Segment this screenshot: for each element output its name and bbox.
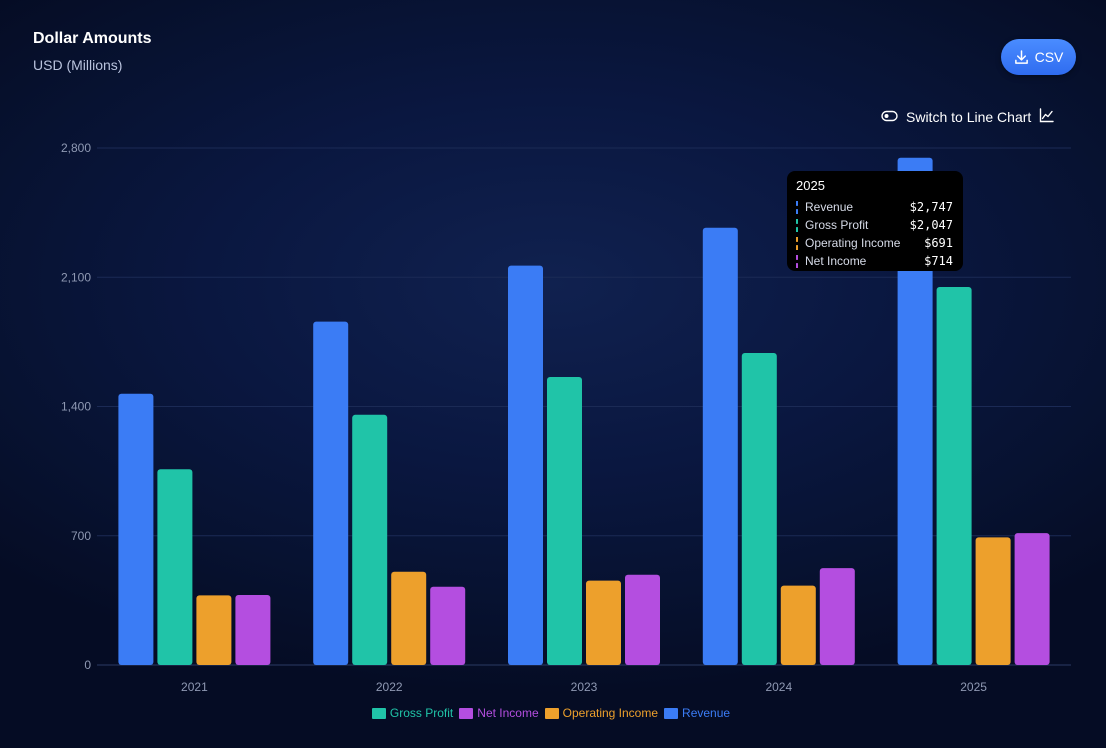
switch-label: Switch to Line Chart bbox=[906, 109, 1032, 125]
tooltip-series-value: $2,747 bbox=[909, 200, 953, 214]
tooltip-series-name: Net Income bbox=[805, 254, 867, 268]
bar-operating-income-2025[interactable] bbox=[975, 537, 1011, 665]
bar-gross-profit-2021[interactable] bbox=[157, 469, 193, 665]
bar-net-income-2023[interactable] bbox=[625, 574, 660, 665]
bar-revenue-2022[interactable] bbox=[313, 321, 349, 665]
legend-swatch bbox=[371, 707, 386, 719]
x-tick-label: 2023 bbox=[571, 680, 598, 694]
tooltip-row: Revenue $2,747 bbox=[796, 198, 953, 216]
bar-revenue-2023[interactable] bbox=[508, 265, 543, 665]
bar-gross-profit-2022[interactable] bbox=[352, 414, 388, 665]
legend-item-net-income[interactable]: Net Income bbox=[459, 704, 539, 722]
legend-label: Gross Profit bbox=[389, 706, 454, 720]
bar-revenue-2024[interactable] bbox=[702, 227, 738, 665]
y-tick-label: 1,400 bbox=[61, 400, 91, 414]
line-chart-icon bbox=[1039, 108, 1054, 126]
tooltip-series-name: Revenue bbox=[805, 200, 854, 214]
bar-net-income-2025[interactable] bbox=[1014, 533, 1050, 665]
legend-label: Net Income bbox=[477, 706, 539, 720]
y-tick-label: 700 bbox=[71, 529, 91, 543]
csv-label: CSV bbox=[1034, 49, 1064, 65]
tooltip-series-value: $714 bbox=[924, 254, 953, 268]
bar-operating-income-2024[interactable] bbox=[780, 585, 816, 665]
legend-swatch bbox=[664, 707, 679, 719]
tooltip-series-marker bbox=[796, 218, 798, 232]
tooltip-series-marker bbox=[796, 200, 798, 214]
chart-title: Dollar Amounts bbox=[33, 30, 152, 47]
bar-operating-income-2021[interactable] bbox=[196, 595, 232, 665]
tooltip-row: Gross Profit $2,047 bbox=[796, 216, 953, 234]
legend-label: Revenue bbox=[682, 706, 731, 720]
bar-gross-profit-2025[interactable] bbox=[936, 287, 972, 665]
legend-label: Operating Income bbox=[562, 706, 659, 720]
legend-swatch bbox=[544, 707, 559, 719]
legend-item-gross-profit[interactable]: Gross Profit bbox=[371, 704, 454, 722]
x-tick-label: 2025 bbox=[960, 680, 987, 694]
bar-revenue-2021[interactable] bbox=[118, 393, 154, 665]
tooltip-row: Net Income $714 bbox=[796, 252, 953, 270]
bar-operating-income-2023[interactable] bbox=[586, 580, 621, 665]
tooltip-title: 2025 bbox=[796, 178, 825, 193]
tooltip-series-marker bbox=[796, 254, 798, 268]
bar-gross-profit-2024[interactable] bbox=[741, 352, 777, 665]
chart-subtitle: USD (Millions) bbox=[33, 57, 123, 73]
bar-net-income-2021[interactable] bbox=[235, 595, 271, 665]
y-tick-label: 0 bbox=[84, 658, 91, 672]
legend-item-operating-income[interactable]: Operating Income bbox=[544, 704, 659, 722]
legend-swatch bbox=[459, 707, 474, 719]
switch-to-line-chart-toggle[interactable]: Switch to Line Chart bbox=[881, 106, 1054, 128]
tooltip-series-marker bbox=[796, 236, 798, 250]
bar-operating-income-2022[interactable] bbox=[391, 571, 427, 665]
tooltip-series-name: Operating Income bbox=[805, 236, 901, 250]
toggle-icon bbox=[881, 109, 898, 125]
legend-item-revenue[interactable]: Revenue bbox=[664, 704, 730, 722]
bar-gross-profit-2023[interactable] bbox=[547, 376, 582, 665]
x-tick-label: 2021 bbox=[181, 680, 208, 694]
chart-tooltip: 2025 Revenue $2,747 Gross Profit $2,047 Oper… bbox=[787, 171, 963, 271]
chart-legend: Gross Profit Net Income Operating Income Re… bbox=[0, 704, 1106, 722]
download-icon bbox=[1014, 49, 1029, 65]
bar-net-income-2024[interactable] bbox=[819, 568, 855, 665]
x-tick-label: 2022 bbox=[376, 680, 403, 694]
x-tick-label: 2024 bbox=[765, 680, 792, 694]
download-csv-button[interactable]: CSV bbox=[1001, 39, 1076, 75]
tooltip-row: Operating Income $691 bbox=[796, 234, 953, 252]
bar-net-income-2022[interactable] bbox=[430, 586, 466, 665]
tooltip-series-value: $691 bbox=[924, 236, 953, 250]
bar-revenue-2025[interactable] bbox=[897, 157, 933, 665]
tooltip-series-value: $2,047 bbox=[909, 218, 953, 232]
y-tick-label: 2,800 bbox=[61, 141, 91, 155]
tooltip-series-name: Gross Profit bbox=[805, 218, 869, 232]
y-tick-label: 2,100 bbox=[61, 270, 91, 284]
